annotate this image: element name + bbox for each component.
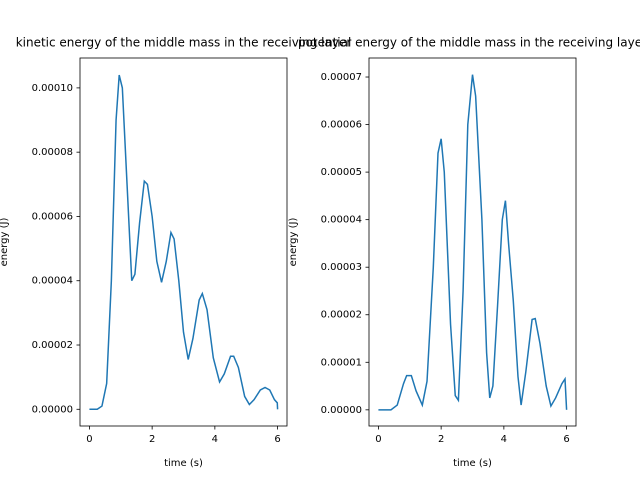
data-line	[378, 74, 568, 411]
chart-title: kinetic energy of the middle mass in the…	[16, 36, 352, 50]
y-tick-label: 0.00008	[32, 147, 73, 158]
x-axis-label: time (s)	[164, 458, 203, 469]
y-axis-label: energy (J)	[0, 218, 10, 267]
x-tick-label: 4	[212, 434, 218, 445]
y-tick-label: 0.00004	[32, 276, 73, 287]
x-tick-label: 0	[86, 434, 92, 445]
y-tick-label: 0.00000	[32, 404, 73, 415]
y-tick-label: 0.00005	[321, 167, 362, 178]
y-tick-label: 0.00003	[321, 262, 362, 273]
y-axis-label: energy (J)	[288, 218, 299, 267]
y-tick-label: 0.00004	[321, 215, 362, 226]
y-tick-label: 0.00007	[321, 72, 362, 83]
data-line	[89, 74, 279, 411]
chart-title: potential energy of the middle mass in t…	[298, 36, 640, 50]
axes-frame	[79, 57, 288, 427]
y-tick-label: 0.00002	[321, 310, 362, 321]
x-tick-label: 2	[149, 434, 155, 445]
x-tick-label: 6	[563, 434, 569, 445]
x-tick-label: 0	[375, 434, 381, 445]
y-tick-label: 0.00006	[321, 120, 362, 131]
x-axis-label: time (s)	[453, 458, 492, 469]
x-tick-label: 2	[438, 434, 444, 445]
y-tick-label: 0.00002	[32, 340, 73, 351]
y-tick-label: 0.00006	[32, 211, 73, 222]
y-tick-label: 0.00000	[321, 405, 362, 416]
y-tick-label: 0.00001	[321, 357, 362, 368]
y-tick-label: 0.00010	[32, 83, 73, 94]
axes-frame	[368, 57, 577, 427]
x-tick-label: 4	[501, 434, 507, 445]
x-tick-label: 6	[274, 434, 280, 445]
